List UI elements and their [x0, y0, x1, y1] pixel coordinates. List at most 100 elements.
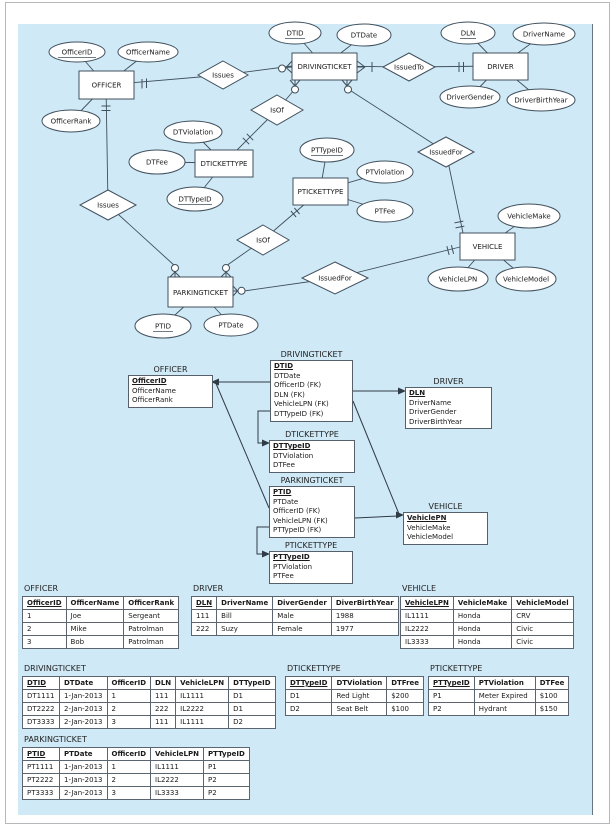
table-cell: 111: [150, 689, 177, 703]
table-header-row: DLN DriverName DiverGender DiverBirthYear: [190, 596, 399, 610]
table-block-ptickettype: PTICKETTYPE PTTypeID PTViolation DTFee P1 Me…: [428, 664, 570, 716]
schema-field: PTTypeID (FK): [273, 526, 322, 535]
table-block-officer: OFFICER OfficerID OfficerName OfficerRank 1…: [22, 584, 180, 649]
er-cardinality-marks: [101, 60, 465, 297]
er-rel-issues-top: Issues: [196, 60, 250, 90]
table-cell: 1: [22, 609, 67, 623]
svg-text:DTDate: DTDate: [351, 32, 377, 40]
schema-field-list: PTTypeID PTViolation PTFee: [269, 551, 353, 584]
table-cell: PT3333: [22, 786, 60, 800]
table-cell: DT3333: [22, 715, 60, 729]
table-header-row: PTTypeID PTViolation DTFee: [428, 676, 570, 690]
table-cell: 1-Jan-2013: [59, 760, 108, 774]
table-cell: 2: [106, 773, 152, 787]
er-relationships: Issues IssuedTo IsOf IssuedFor Issues Is…: [78, 52, 476, 295]
svg-text:DTID: DTID: [286, 30, 303, 38]
table-cell: Honda: [452, 622, 513, 636]
column-header: VehicleLPN: [175, 676, 230, 690]
column-header: DTFee: [534, 676, 570, 690]
column-header: DriverName: [216, 596, 274, 610]
table-title: DRIVINGTICKET: [24, 664, 86, 673]
column-header: DLN: [190, 596, 218, 610]
table-cell: Mike: [65, 622, 125, 636]
schema-field: PTViolation: [273, 562, 313, 571]
schema-field: DLN: [409, 389, 426, 397]
schema-field: DriverBirthYear: [409, 417, 463, 426]
svg-text:IssuedFor: IssuedFor: [429, 149, 463, 157]
schema-field: OfficerID: [132, 377, 167, 385]
schema-field: VehicleModel: [407, 533, 454, 542]
table-cell: 111: [150, 715, 177, 729]
table-cell: 1-Jan-2013: [59, 689, 108, 703]
schema-field: VehicleMake: [407, 523, 451, 532]
table-row: DT3333 2-Jan-2013 3 111 IL1111 D2: [22, 715, 276, 729]
table-header-row: PTID PTDate OfficerID VehicleLPN PTTypeID: [22, 747, 250, 761]
vehicle-table: VehicleLPN VehicleMake VehicleModel IL1111 H…: [400, 596, 574, 649]
er-rel-issuedfor-right: IssuedFor: [416, 136, 476, 168]
er-attr-officerid: OfficerID: [48, 41, 106, 63]
svg-text:DTTypeID: DTTypeID: [178, 196, 211, 204]
table-cell: D1: [228, 702, 276, 716]
svg-text:DriverBirthYear: DriverBirthYear: [514, 97, 567, 105]
table-cell: D1: [228, 689, 276, 703]
table-header-row: DTTypeID DTViolation DTFree: [284, 676, 425, 690]
er-attr-pttypeid: PTTypeID: [299, 137, 355, 163]
schema-field-list: PTID PTDate OfficerID (FK) VehicleLPN (F…: [269, 486, 355, 538]
svg-text:DTFee: DTFee: [146, 159, 168, 167]
table-cell: Patrolman: [123, 622, 180, 636]
svg-text:PTID: PTID: [155, 323, 171, 331]
table-cell: Meter Expired: [473, 689, 536, 703]
schema-field: PTTypeID: [273, 553, 310, 561]
schema-title: DRIVER: [433, 377, 464, 386]
table-cell: 3: [106, 715, 152, 729]
schema-box-parkingticket: PARKINGTICKET PTID PTDate OfficerID (FK)…: [269, 476, 355, 538]
table-cell: Civic: [511, 635, 574, 649]
table-row: 3 Bob Patrolman: [22, 635, 180, 649]
table-cell: PT2222: [22, 773, 60, 787]
schema-box-driver: DRIVER DLN DriverName DriverGender Drive…: [405, 377, 492, 430]
svg-text:DRIVINGTICKET: DRIVINGTICKET: [297, 63, 352, 71]
schema-field: PTDate: [273, 497, 299, 506]
table-cell: P1: [428, 689, 475, 703]
schema-field: VehicleLPN (FK): [273, 516, 328, 525]
page-frame: [5, 2, 610, 824]
er-attr-officername: OfficerName: [117, 41, 179, 63]
schema-title: VEHICLE: [428, 502, 463, 511]
table-row: 1 Joe Sergeant: [22, 609, 180, 623]
table-cell: Bob: [65, 635, 125, 649]
er-attr-drivername: DriverName: [512, 22, 576, 46]
er-attr-ptviolation: PTViolation: [356, 160, 414, 184]
table-cell: IL1111: [175, 715, 230, 729]
er-rel-isof-lower: IsOf: [235, 224, 291, 256]
column-header: DTFree: [386, 676, 425, 690]
table-row: 111 Bill Male 1988: [190, 609, 399, 623]
er-entities: OFFICER DRIVINGTICKET DRIVER DTICKETTYPE…: [78, 52, 529, 308]
table-title: DRIVER: [193, 584, 224, 593]
table-cell: P2: [203, 786, 250, 800]
table-cell: 2-Jan-2013: [59, 715, 108, 729]
svg-text:VehicleMake: VehicleMake: [507, 213, 550, 221]
schema-field: OfficerName: [132, 386, 176, 395]
svg-text:PTFee: PTFee: [375, 208, 396, 216]
table-cell: 2-Jan-2013: [59, 702, 108, 716]
column-header: VehicleMake: [452, 596, 513, 610]
svg-text:IsOf: IsOf: [256, 237, 270, 245]
table-cell: PT1111: [22, 760, 60, 774]
column-header: PTID: [22, 747, 60, 761]
schema-title: PTICKETTYPE: [284, 541, 338, 550]
schema-field: DTDate: [274, 371, 301, 380]
schema-box-drivingticket: DRIVINGTICKET DTID DTDate OfficerID (FK)…: [270, 350, 353, 422]
er-entity-ptickettype: PTICKETTYPE: [292, 177, 349, 206]
schema-field-list: DLN DriverName DriverGender DriverBirthY…: [405, 387, 492, 430]
table-cell: 222: [150, 702, 177, 716]
table-cell: Patrolman: [123, 635, 180, 649]
table-cell: Bill: [216, 609, 274, 623]
table-cell: 222: [190, 622, 218, 636]
table-row: P1 Meter Expired $100: [428, 689, 570, 703]
table-cell: $100: [386, 702, 425, 716]
table-row: PT1111 1-Jan-2013 1 IL1111 P1: [22, 760, 250, 774]
table-cell: CRV: [511, 609, 574, 623]
er-attr-vehiclelpn: VehicleLPN: [427, 266, 489, 292]
er-attr-ptfee: PTFee: [356, 199, 414, 223]
